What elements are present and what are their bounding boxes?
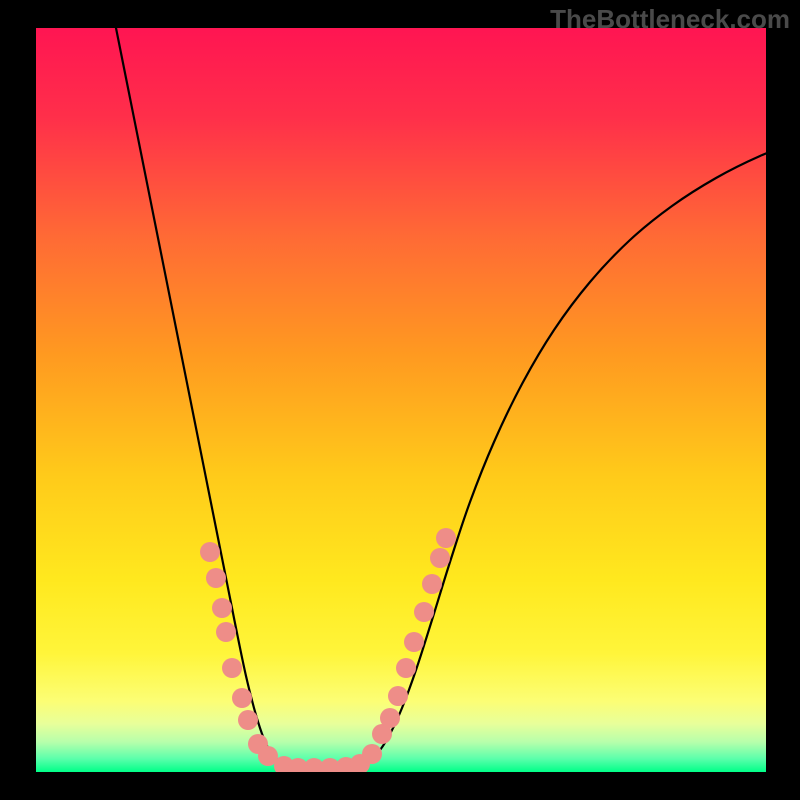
data-dot [222,658,242,678]
watermark-text: TheBottleneck.com [550,4,790,35]
data-dot [396,658,416,678]
bottleneck-curve-right [332,140,766,768]
data-dot [430,548,450,568]
data-dot [422,574,442,594]
data-dot [436,528,456,548]
plot-area [36,28,766,772]
data-dot [388,686,408,706]
data-dot [404,632,424,652]
data-dot [232,688,252,708]
chart-canvas: TheBottleneck.com [0,0,800,800]
data-dot [212,598,232,618]
data-dot [238,710,258,730]
data-dot [200,542,220,562]
data-dot [380,708,400,728]
data-dot [362,744,382,764]
data-dot [206,568,226,588]
data-dots [200,528,456,772]
bottleneck-curve-left [116,28,332,768]
data-dot [414,602,434,622]
data-dot [216,622,236,642]
curve-layer [36,28,766,772]
